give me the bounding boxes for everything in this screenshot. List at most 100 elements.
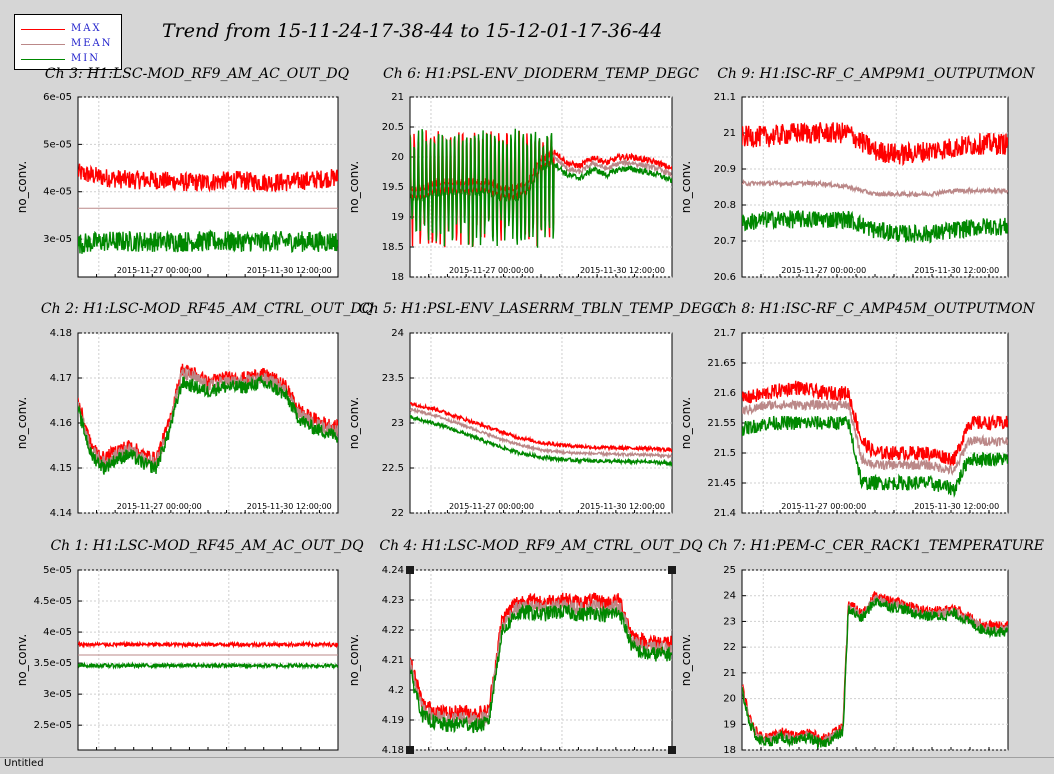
series-line-min xyxy=(742,210,1008,244)
y-tick-label: 20 xyxy=(391,152,404,163)
y-tick-label: 23 xyxy=(391,418,404,429)
y-tick-label: 4.14 xyxy=(50,508,72,519)
chart-title: Ch 7: H1:PEM-C_CER_RACK1_TEMPERATURE xyxy=(707,538,1045,554)
y-tick-label: 20.6 xyxy=(714,272,736,283)
x-tick-label: 2015-11-27 00:00:00 xyxy=(449,502,534,511)
y-axis-label: no_conv. xyxy=(679,634,693,686)
y-tick-label: 19 xyxy=(723,719,736,730)
y-axis-label: no_conv. xyxy=(679,397,693,449)
y-tick-label: 21.4 xyxy=(714,508,736,519)
trend-chart[interactable]: 4.14 4.15 4.16 4.17 4.18 2015-11-27 00:00:00 2… xyxy=(8,327,348,537)
y-tick-label: 4.17 xyxy=(50,373,72,384)
y-tick-label: 3e-05 xyxy=(43,234,72,245)
y-axis-label: no_conv. xyxy=(679,161,693,213)
y-tick-label: 20.8 xyxy=(714,200,736,211)
y-tick-label: 21.55 xyxy=(707,418,736,429)
y-tick-label: 4.2 xyxy=(388,685,404,696)
trend-chart[interactable]: 22 22.5 23 23.5 24 2015-11-27 00:00:00 2015-11… xyxy=(340,327,682,537)
y-tick-label: 18 xyxy=(391,272,404,283)
y-tick-label: 21.7 xyxy=(714,328,736,339)
legend-swatch-min xyxy=(21,59,65,60)
series-line-mean xyxy=(742,399,1008,476)
y-tick-label: 19 xyxy=(391,212,404,223)
y-axis-label: no_conv. xyxy=(15,634,29,686)
x-tick-label: 2015-11-27 00:00:00 xyxy=(781,266,866,275)
series-line-min xyxy=(410,603,672,734)
y-tick-label: 25 xyxy=(723,565,736,576)
legend-swatch-mean xyxy=(21,44,65,45)
x-tick-label: 2015-11-27 00:00:00 xyxy=(117,502,202,511)
y-tick-label: 21.1 xyxy=(714,92,736,103)
y-axis-label: no_conv. xyxy=(347,634,361,686)
trend-chart[interactable]: 3e-05 4e-05 5e-05 6e-05 2015-11-27 00:00:00 2… xyxy=(8,91,348,301)
series-line-max xyxy=(78,163,338,193)
y-tick-label: 21.5 xyxy=(714,448,736,459)
x-tick-label: 2015-11-30 12:00:00 xyxy=(247,266,332,275)
trend-chart[interactable]: 18 18.5 19 19.5 20 20.5 21 2015-11-27 00:00:00 2… xyxy=(340,91,682,301)
x-tick-label: 2015-11-30 12:00:00 xyxy=(914,502,999,511)
y-tick-label: 20.9 xyxy=(714,164,736,175)
series-line-min xyxy=(410,128,672,248)
y-tick-label: 21 xyxy=(723,668,736,679)
y-tick-label: 22 xyxy=(723,642,736,653)
x-tick-label: 2015-11-30 12:00:00 xyxy=(914,266,999,275)
trend-chart[interactable]: 20.6 20.7 20.8 20.9 21 21.1 2015-11-27 00:00:0… xyxy=(672,91,1018,301)
selection-handle[interactable] xyxy=(406,746,414,754)
legend-item-max: MAX xyxy=(15,23,123,37)
y-tick-label: 4.15 xyxy=(50,463,72,474)
trend-chart[interactable]: 21.4 21.45 21.5 21.55 21.6 21.65 21.7 2015-11-2… xyxy=(672,327,1018,537)
status-text: Untitled xyxy=(4,758,44,769)
chart-title: Ch 1: H1:LSC-MOD_RF45_AM_AC_OUT_DQ xyxy=(50,538,364,554)
chart-title: Ch 6: H1:PSL-ENV_DIODERM_TEMP_DEGC xyxy=(383,66,699,82)
y-tick-label: 6e-05 xyxy=(43,92,72,103)
series-line-mean xyxy=(410,407,672,460)
x-tick-label: 2015-11-30 12:00:00 xyxy=(580,502,665,511)
x-tick-label: 2015-11-27 00:00:00 xyxy=(449,266,534,275)
legend: MAX MEAN MIN xyxy=(14,14,122,70)
selection-handle[interactable] xyxy=(668,746,676,754)
x-tick-label: 2015-11-30 12:00:00 xyxy=(247,502,332,511)
y-tick-label: 24 xyxy=(723,591,736,602)
y-tick-label: 19.5 xyxy=(382,182,404,193)
series-line-max xyxy=(78,639,338,649)
series-line-min xyxy=(742,415,1008,499)
status-bar: Untitled xyxy=(0,757,1054,769)
y-tick-label: 23 xyxy=(723,616,736,627)
plot-area xyxy=(409,332,673,514)
chart-title: Ch 2: H1:LSC-MOD_RF45_AM_CTRL_OUT_DQ xyxy=(40,301,374,317)
trend-chart[interactable]: 4.18 4.19 4.2 4.21 4.22 4.23 4.24 no_conv. xyxy=(340,564,682,774)
series-line-max xyxy=(742,380,1008,467)
y-tick-label: 21.45 xyxy=(707,478,736,489)
y-tick-label: 4.21 xyxy=(382,655,404,666)
trend-chart[interactable]: 18 19 20 21 22 23 24 25 no_conv. xyxy=(672,564,1018,774)
series-line-min xyxy=(742,597,1008,750)
y-tick-label: 20 xyxy=(723,694,736,705)
series-line-min xyxy=(78,229,338,254)
series-line-min xyxy=(410,414,672,468)
y-tick-label: 4.16 xyxy=(50,418,72,429)
y-axis-label: no_conv. xyxy=(15,397,29,449)
y-tick-label: 22 xyxy=(391,508,404,519)
y-tick-label: 4.5e-05 xyxy=(34,596,72,607)
legend-label-min: MIN xyxy=(71,53,100,64)
y-tick-label: 18.5 xyxy=(382,242,404,253)
chart-title: Ch 4: H1:LSC-MOD_RF9_AM_CTRL_OUT_DQ xyxy=(379,538,703,554)
y-tick-label: 4.19 xyxy=(382,715,404,726)
selection-handle[interactable] xyxy=(406,566,414,574)
y-tick-label: 20.5 xyxy=(382,122,404,133)
legend-swatch-max xyxy=(21,29,65,30)
plot-area xyxy=(77,569,339,751)
y-tick-label: 4.24 xyxy=(382,565,404,576)
trend-chart[interactable]: 2.5e-05 3e-05 3.5e-05 4e-05 4.5e-05 5e-05 no_c… xyxy=(8,564,348,774)
y-tick-label: 4e-05 xyxy=(43,187,72,198)
chart-title: Ch 9: H1:ISC-RF_C_AMP9M1_OUTPUTMON xyxy=(717,66,1035,82)
page-title: Trend from 15-11-24-17-38-44 to 15-12-01… xyxy=(162,20,663,42)
y-tick-label: 4.23 xyxy=(382,595,404,606)
y-tick-label: 23.5 xyxy=(382,373,404,384)
y-tick-label: 3e-05 xyxy=(43,689,72,700)
y-tick-label: 4.18 xyxy=(382,745,404,756)
x-tick-label: 2015-11-27 00:00:00 xyxy=(781,502,866,511)
x-tick-label: 2015-11-27 00:00:00 xyxy=(117,266,202,275)
selection-handle[interactable] xyxy=(668,566,676,574)
legend-item-min: MIN xyxy=(15,53,123,67)
